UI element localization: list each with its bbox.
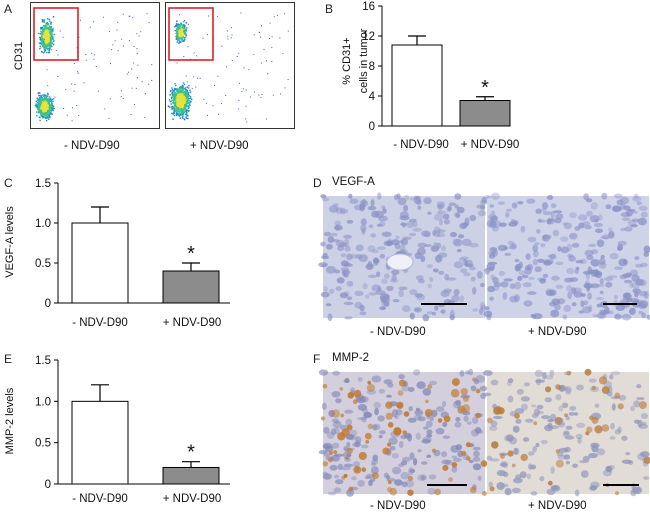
y-tick-label: 0 <box>369 121 375 133</box>
bar <box>71 222 129 304</box>
mmp2-micrograph-control <box>318 368 488 497</box>
panel-f-title: MMP-2 <box>332 352 370 364</box>
y-tick-label: 4 <box>369 91 376 103</box>
x-tick-label: - NDV-D90 <box>72 317 128 329</box>
bar <box>162 466 220 485</box>
bar-chart-b: 0 4 8 12 16 - NDV-D90 * + NDV-D90 <box>362 1 519 151</box>
panel-c-letter: C <box>4 176 13 190</box>
panel-a-letter: A <box>4 2 13 16</box>
panel-e-ylabel: MMP-2 levels <box>4 387 16 455</box>
y-tick-label: 8 <box>369 61 375 73</box>
vegf-micrograph-control <box>318 192 489 322</box>
panel-b-letter: B <box>325 2 334 16</box>
x-tick-label: - NDV-D90 <box>393 139 449 151</box>
panel-d-label-treated: + NDV-D90 <box>528 326 587 338</box>
bar <box>162 270 220 304</box>
y-tick-label: 0 <box>45 479 51 491</box>
panel-a-label-treated: + NDV-D90 <box>190 140 249 152</box>
bar <box>391 44 443 127</box>
panel-e-letter: E <box>4 352 13 366</box>
bar-chart-c: 0 0.5 1.0 1.5 - NDV-D90 * + NDV-D90 <box>35 178 230 329</box>
panel-f-label-treated: + NDV-D90 <box>528 500 587 512</box>
y-tick-label: 1.5 <box>35 355 51 367</box>
mmp2-micrograph-treated <box>482 368 650 497</box>
bar <box>71 400 129 485</box>
panel-a-ylabel: CD31 <box>13 41 25 71</box>
panel-d-letter: D <box>313 176 322 190</box>
y-tick-label: 0.5 <box>35 258 51 270</box>
x-tick-label: + NDV-D90 <box>163 317 221 329</box>
panel-f-letter: F <box>313 352 321 366</box>
bar-chart-e: 0 0.5 1.0 1.5 - NDV-D90 * + NDV-D90 <box>35 355 230 505</box>
y-tick-label: 0 <box>45 298 51 310</box>
y-tick-label: 1.0 <box>35 218 51 230</box>
bar <box>459 100 511 127</box>
y-tick-label: 12 <box>362 31 375 43</box>
cd31-gate <box>168 7 214 61</box>
y-tick-label: 0.5 <box>35 438 51 450</box>
significance-star: * <box>187 243 195 265</box>
cd31-gate <box>33 7 79 61</box>
x-tick-label: + NDV-D90 <box>461 139 519 151</box>
panel-d-title: VEGF-A <box>332 176 375 188</box>
flow-plot-control <box>30 2 160 129</box>
panel-d-label-control: - NDV-D90 <box>370 326 426 338</box>
panel-f-label-control: - NDV-D90 <box>370 500 426 512</box>
y-tick-label: 16 <box>362 1 375 13</box>
y-tick-label: 1.5 <box>35 178 51 190</box>
panel-a-label-control: - NDV-D90 <box>64 140 120 152</box>
significance-star: * <box>187 442 195 464</box>
panel-c-ylabel: VEGF-A levels <box>4 206 16 278</box>
y-tick-label: 1.0 <box>35 396 51 408</box>
significance-star: * <box>481 77 489 99</box>
flow-plot-treated <box>165 2 295 129</box>
vegf-micrograph-treated <box>483 192 650 321</box>
x-tick-label: + NDV-D90 <box>163 493 221 505</box>
x-tick-label: - NDV-D90 <box>72 493 128 505</box>
